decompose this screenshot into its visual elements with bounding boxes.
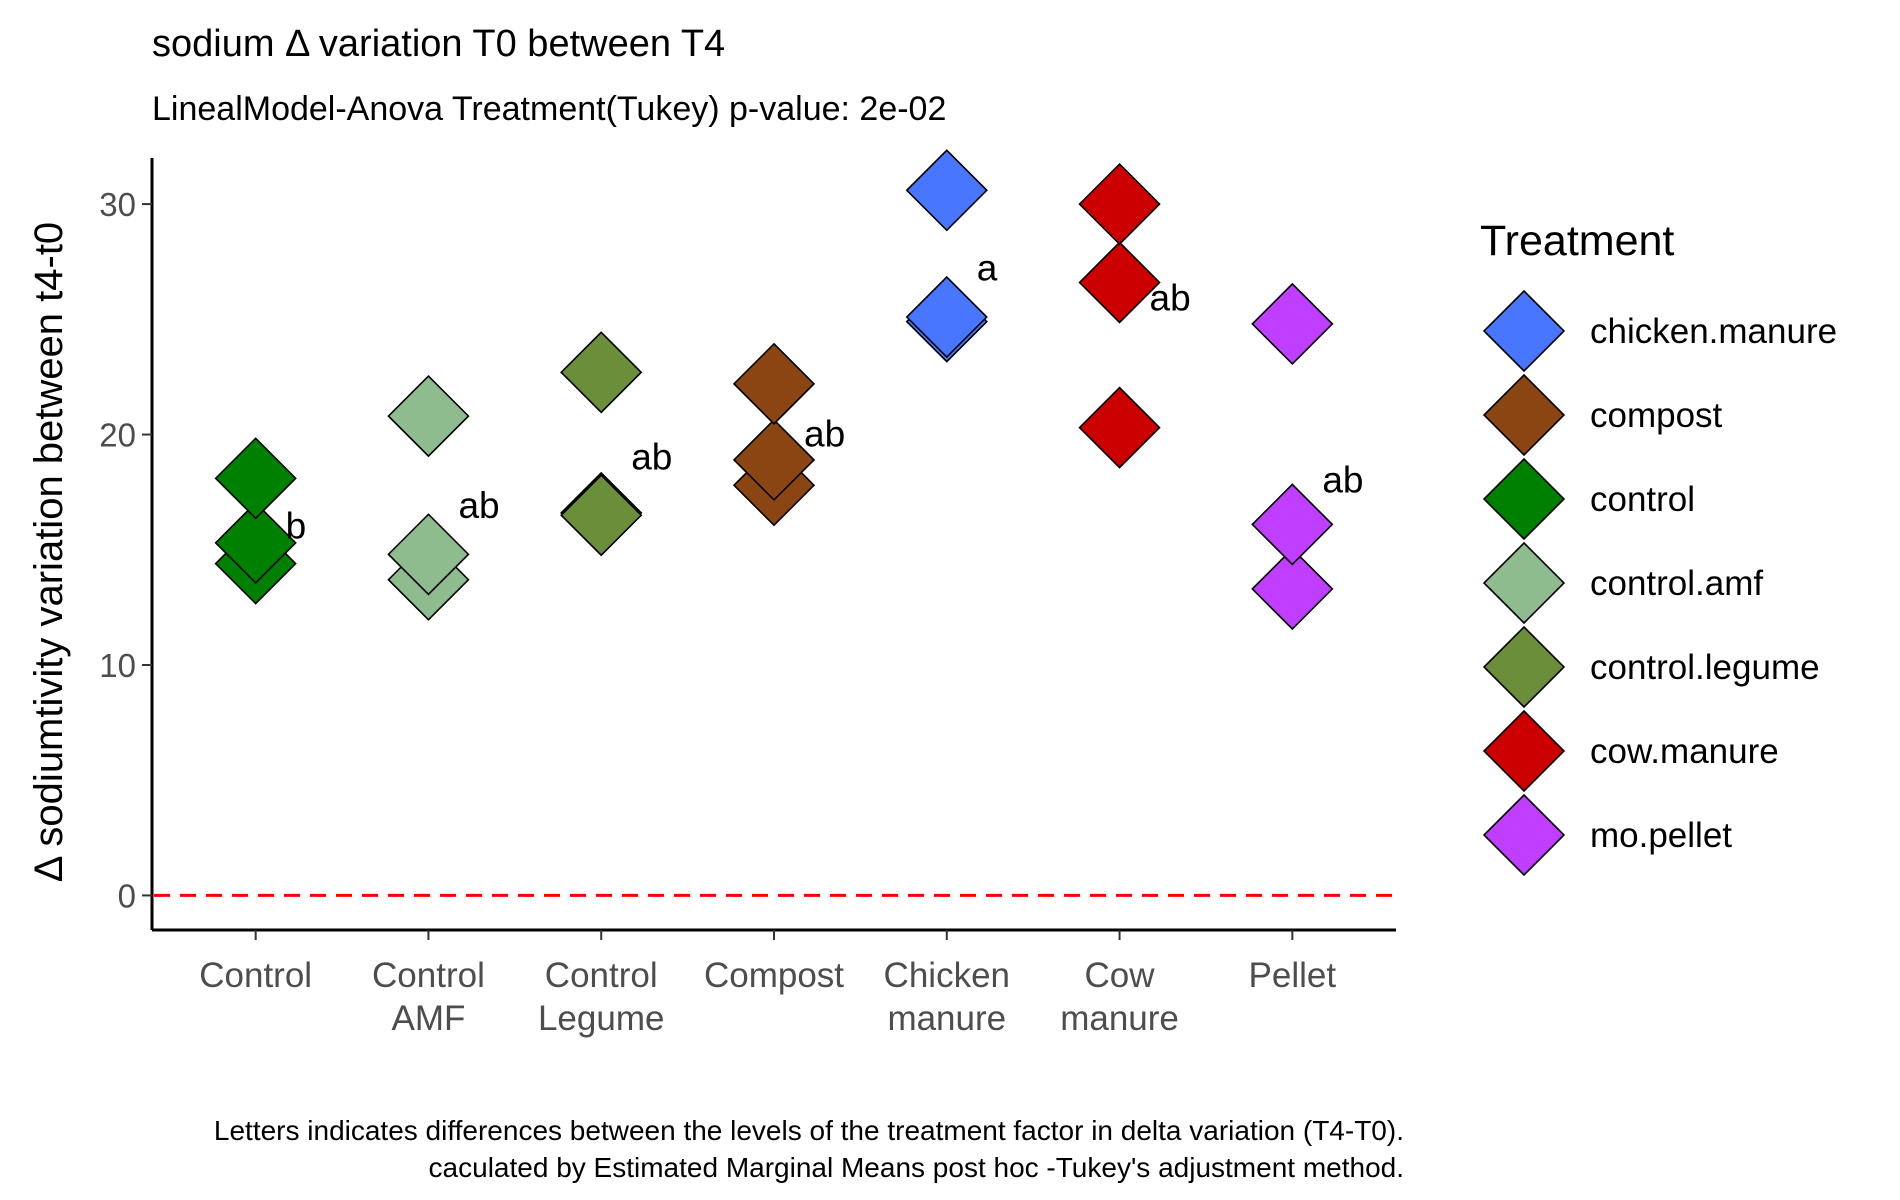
- x-tick-label: Legume: [538, 999, 664, 1038]
- x-tick-label: Control: [545, 956, 658, 995]
- legend-label: control: [1590, 480, 1695, 519]
- data-point-cow-manure: [1078, 162, 1161, 246]
- legend-label: cow.manure: [1590, 732, 1779, 771]
- significance-letter: ab: [804, 414, 845, 455]
- legend-key-control-legume: [1482, 625, 1566, 709]
- data-point-control: [214, 501, 297, 584]
- data-point-control-legume: [560, 331, 643, 414]
- legend-key-chicken-manure: [1482, 289, 1566, 373]
- data-point-chicken-manure: [905, 149, 988, 232]
- x-tick-label: Chicken: [884, 956, 1010, 995]
- y-tick-label: 20: [99, 417, 136, 454]
- legend-key-control-amf: [1482, 541, 1566, 625]
- legend-label: chicken.manure: [1590, 312, 1837, 351]
- legend-label: control.legume: [1590, 648, 1820, 687]
- chart-title: sodium Δ variation T0 between T4: [152, 23, 725, 65]
- caption-line-1: Letters indicates differences between th…: [214, 1115, 1404, 1146]
- significance-letter: a: [977, 248, 998, 289]
- x-tick-label: Cow: [1085, 956, 1156, 995]
- significance-letter: ab: [631, 437, 672, 478]
- legend-key-cow-manure: [1482, 709, 1566, 793]
- data-point-cow-manure: [1078, 386, 1161, 469]
- caption-line-2: caculated by Estimated Marginal Means po…: [429, 1152, 1404, 1183]
- legend-key-control: [1482, 457, 1566, 541]
- legend-label: control.amf: [1590, 564, 1763, 603]
- x-tick-label: Compost: [704, 956, 844, 995]
- data-point-control: [214, 437, 297, 520]
- x-tick-label: AMF: [391, 999, 465, 1038]
- significance-letter: b: [286, 506, 307, 547]
- data-point-control-amf: [387, 374, 470, 458]
- significance-letter: ab: [458, 485, 499, 526]
- y-tick-label: 0: [118, 877, 136, 914]
- x-tick-label: manure: [1060, 999, 1179, 1038]
- x-tick-label: Control: [372, 956, 485, 995]
- chart-subtitle: LinealModel-Anova Treatment(Tukey) p-val…: [152, 90, 946, 128]
- data-point-control-legume: [560, 474, 643, 557]
- plot-area: 0 10 20 30 Control Control AMF Control Legume Com…: [99, 149, 1396, 1038]
- x-tick-label: manure: [887, 999, 1006, 1038]
- caption: Letters indicates differences between th…: [214, 1115, 1404, 1183]
- legend-label: compost: [1590, 396, 1723, 435]
- x-tick-label: Pellet: [1249, 956, 1337, 995]
- y-axis-label: Δ sodiumtivity variation between t4-t0: [27, 222, 71, 882]
- significance-letter: ab: [1150, 278, 1191, 319]
- data-point-mo-pellet: [1251, 547, 1334, 631]
- legend-key-mo-pellet: [1482, 793, 1566, 877]
- legend: Treatment chicken.manure compost control co…: [1480, 217, 1837, 877]
- legend-key-compost: [1482, 373, 1566, 457]
- y-tick-label: 30: [99, 186, 136, 223]
- data-point-mo-pellet: [1251, 282, 1334, 366]
- data-point-mo-pellet: [1251, 483, 1334, 566]
- y-tick-label: 10: [99, 647, 136, 684]
- legend-title: Treatment: [1480, 217, 1674, 265]
- x-tick-label: Control: [199, 956, 312, 995]
- data-point-cow-manure: [1078, 241, 1161, 324]
- data-point-compost: [732, 342, 816, 425]
- significance-letter: ab: [1322, 460, 1363, 501]
- data-point-chicken-manure: [905, 275, 988, 359]
- data-point-compost: [732, 418, 816, 502]
- legend-label: mo.pellet: [1590, 816, 1732, 855]
- data-point-control-amf: [387, 513, 470, 596]
